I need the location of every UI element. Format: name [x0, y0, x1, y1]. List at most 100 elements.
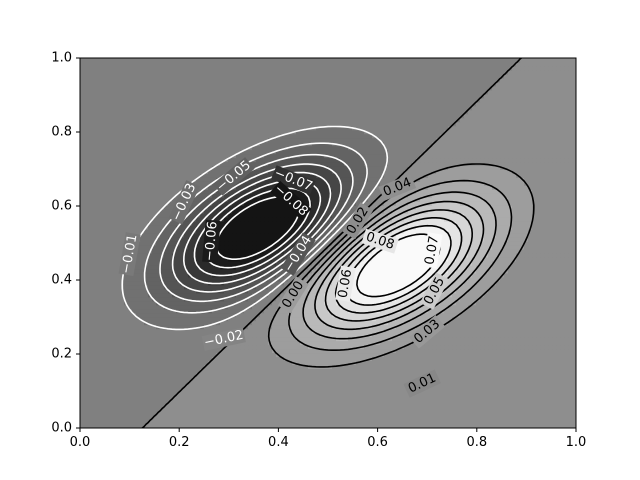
contour-fill-cell: [328, 388, 333, 393]
contour-fill-cell: [452, 384, 457, 389]
contour-fill-cell: [304, 404, 309, 409]
contour-fill-cell: [284, 416, 289, 421]
contour-fill-cell: [80, 364, 85, 369]
contour-fill-cell: [232, 280, 237, 286]
contour-fill-cell: [276, 400, 281, 405]
contour-fill-cell: [264, 272, 269, 278]
contour-fill-cell: [252, 300, 257, 306]
contour-fill-cell: [256, 284, 261, 290]
contour-fill-cell: [336, 368, 341, 373]
contour-fill-cell: [568, 296, 573, 302]
contour-fill-cell: [540, 280, 545, 286]
contour-fill-cell: [548, 376, 553, 381]
contour-fill-cell: [156, 368, 161, 373]
contour-fill-cell: [188, 352, 193, 357]
contour-fill-cell: [564, 408, 569, 413]
contour-fill-cell: [160, 332, 165, 338]
contour-fill-cell: [124, 400, 129, 405]
contour-fill-cell: [544, 348, 549, 354]
contour-fill-cell: [436, 340, 441, 346]
contour-fill-cell: [236, 296, 241, 302]
contour-fill-cell: [424, 340, 429, 346]
contour-fill-cell: [84, 312, 89, 318]
contour-fill-cell: [336, 388, 341, 393]
contour-fill-cell: [388, 400, 393, 405]
contour-fill-cell: [312, 332, 317, 338]
contour-fill-cell: [520, 392, 525, 397]
contour-fill-cell: [152, 268, 157, 274]
contour-fill-cell: [476, 400, 481, 405]
contour-fill-cell: [120, 308, 125, 314]
contour-fill-cell: [552, 364, 557, 369]
contour-fill-cell: [332, 384, 337, 389]
contour-fill-cell: [116, 296, 121, 302]
contour-fill-cell: [384, 408, 389, 413]
contour-fill-cell: [380, 416, 385, 421]
contour-fill-cell: [284, 380, 289, 385]
contour-fill-cell: [344, 360, 349, 365]
contour-fill-cell: [364, 340, 369, 346]
contour-fill-cell: [412, 356, 417, 361]
contour-fill-cell: [176, 280, 181, 286]
contour-fill-cell: [320, 284, 325, 290]
contour-fill-cell: [324, 384, 329, 389]
contour-fill-cell: [276, 372, 281, 377]
contour-fill-cell: [368, 296, 373, 302]
contour-fill-cell: [88, 392, 93, 397]
contour-fill-cell: [92, 264, 97, 270]
contour-fill-cell: [168, 300, 173, 306]
contour-fill-cell: [452, 408, 457, 413]
contour-fill-cell: [560, 384, 565, 389]
contour-fill-cell: [220, 420, 225, 425]
contour-fill-cell: [132, 356, 137, 361]
contour-fill-cell: [552, 412, 557, 417]
contour-fill-cell: [376, 396, 381, 401]
contour-fill-cell: [80, 388, 85, 393]
contour-fill-cell: [564, 324, 569, 330]
contour-fill-cell: [500, 344, 505, 350]
contour-fill-cell: [400, 276, 405, 282]
contour-fill-cell: [116, 292, 121, 298]
contour-fill-cell: [308, 280, 313, 286]
contour-fill-cell: [564, 360, 569, 365]
contour-fill-cell: [220, 364, 225, 369]
contour-fill-cell: [452, 352, 457, 357]
contour-fill-cell: [512, 424, 517, 428]
contour-fill-cell: [136, 412, 141, 417]
contour-fill-cell: [268, 376, 273, 381]
contour-fill-cell: [192, 420, 197, 425]
contour-fill-cell: [524, 412, 529, 417]
contour-fill-cell: [220, 304, 225, 310]
contour-fill-cell: [228, 420, 233, 425]
contour-fill-cell: [168, 308, 173, 314]
contour-fill-cell: [184, 312, 189, 318]
contour-fill-cell: [96, 376, 101, 381]
contour-fill-cell: [180, 284, 185, 290]
contour-fill-cell: [324, 340, 329, 346]
contour-fill-cell: [396, 344, 401, 350]
contour-fill-cell: [528, 404, 533, 409]
contour-fill-cell: [452, 340, 457, 346]
contour-fill-cell: [260, 392, 265, 397]
contour-fill-cell: [440, 300, 445, 306]
contour-fill-cell: [388, 292, 393, 298]
contour-fill-cell: [540, 288, 545, 294]
contour-fill-cell: [132, 328, 137, 334]
contour-fill-cell: [388, 408, 393, 413]
contour-fill-cell: [416, 308, 421, 314]
contour-fill-cell: [104, 288, 109, 294]
contour-fill-cell: [264, 388, 269, 393]
contour-fill-cell: [168, 424, 173, 428]
contour-fill-cell: [260, 372, 265, 377]
contour-fill-cell: [232, 416, 237, 421]
contour-fill-cell: [312, 384, 317, 389]
contour-fill-cell: [256, 388, 261, 393]
contour-fill-cell: [252, 288, 257, 294]
contour-fill-cell: [224, 392, 229, 397]
contour-fill-cell: [392, 416, 397, 421]
contour-fill-cell: [456, 380, 461, 385]
contour-fill-cell: [132, 392, 137, 397]
contour-fill-cell: [504, 360, 509, 365]
contour-fill-cell: [440, 340, 445, 346]
contour-fill-cell: [380, 356, 385, 361]
